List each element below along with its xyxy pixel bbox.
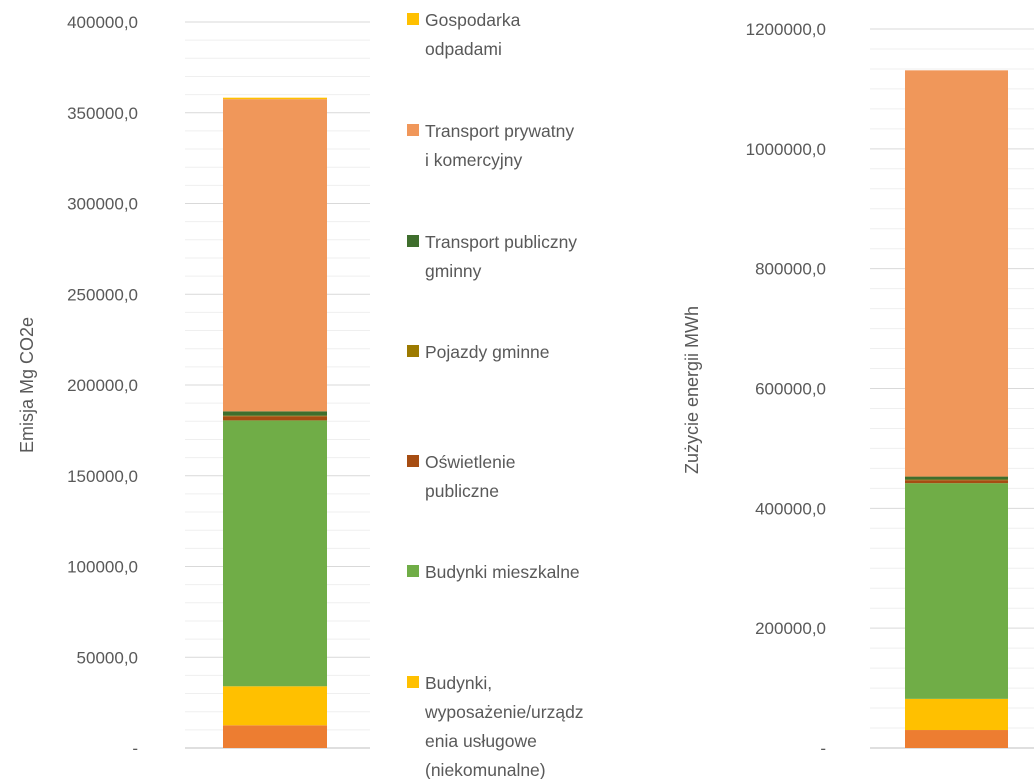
bar-segment-budynki-mieszkalne (905, 483, 1008, 699)
y-tick-label: 150000,0 (67, 467, 138, 486)
bar-segment-oswietlenie (905, 480, 1008, 483)
y-tick-label: 800000,0 (755, 260, 826, 279)
bar-segment-pojazdy-gminne (223, 416, 327, 417)
legend-label-budynki-uslugowe: Budynki, (425, 673, 492, 693)
legend-swatch-budynki-mieszkalne (407, 565, 419, 577)
legend-swatch-transport-publiczny (407, 235, 419, 247)
legend-label-gospodarka-odpadami: Gospodarka (425, 10, 521, 30)
y-tick-label: 50000,0 (77, 648, 138, 667)
y-tick-label: 300000,0 (67, 195, 138, 214)
legend-label-transport-publiczny: gminny (425, 261, 482, 281)
y-tick-label: - (820, 739, 826, 758)
y-axis-title: Emisja Mg CO2e (17, 317, 37, 453)
bar-segment-pojazdy-gminne (905, 480, 1008, 481)
legend-label-transport-publiczny: Transport publiczny (425, 232, 577, 252)
y-tick-label: 1200000,0 (746, 20, 826, 39)
y-tick-label: 400000,0 (755, 499, 826, 518)
y-tick-label: - (132, 739, 138, 758)
y-tick-label: 100000,0 (67, 558, 138, 577)
bar-segment-transport-publiczny (223, 411, 327, 415)
legend-label-budynki-uslugowe: (niekomunalne) (425, 760, 546, 779)
legend-label-budynki-mieszkalne: Budynki mieszkalne (425, 562, 580, 582)
bar-segment-bottom-orange (223, 725, 327, 748)
y-tick-label: 250000,0 (67, 285, 138, 304)
y-tick-label: 400000,0 (67, 13, 138, 32)
bar-segment-budynki-uslugowe (905, 699, 1008, 730)
legend-swatch-oswietlenie (407, 455, 419, 467)
legend-label-oswietlenie: publiczne (425, 481, 499, 501)
y-axis-title: Zużycie energii MWh (682, 306, 702, 474)
legend-label-transport-prywatny: i komercyjny (425, 150, 522, 170)
legend-swatch-transport-prywatny (407, 124, 419, 136)
legend-swatch-pojazdy-gminne (407, 345, 419, 357)
bar-segment-transport-prywatny (223, 99, 327, 411)
y-tick-label: 350000,0 (67, 104, 138, 123)
y-tick-label: 200000,0 (67, 376, 138, 395)
legend-label-oswietlenie: Oświetlenie (425, 452, 515, 472)
y-tick-label: 200000,0 (755, 619, 826, 638)
bar-segment-transport-prywatny (905, 70, 1008, 476)
legend-swatch-budynki-uslugowe (407, 676, 419, 688)
bar-segment-budynki-mieszkalne (223, 420, 327, 686)
bar-segment-gospodarka-odpadami (223, 98, 327, 99)
bar-segment-oswietlenie (223, 416, 327, 420)
y-tick-label: 1000000,0 (746, 140, 826, 159)
legend-label-transport-prywatny: Transport prywatny (425, 121, 574, 141)
legend-label-budynki-uslugowe: enia usługowe (425, 731, 537, 751)
legend-label-pojazdy-gminne: Pojazdy gminne (425, 342, 550, 362)
legend-swatch-gospodarka-odpadami (407, 13, 419, 25)
legend-label-gospodarka-odpadami: odpadami (425, 39, 502, 59)
bar-segment-budynki-uslugowe (223, 686, 327, 725)
bar-segment-bottom-orange (905, 730, 1008, 748)
y-tick-label: 600000,0 (755, 380, 826, 399)
bar-segment-transport-publiczny (905, 477, 1008, 480)
legend-label-budynki-uslugowe: wyposażenie/urządz (424, 702, 584, 722)
